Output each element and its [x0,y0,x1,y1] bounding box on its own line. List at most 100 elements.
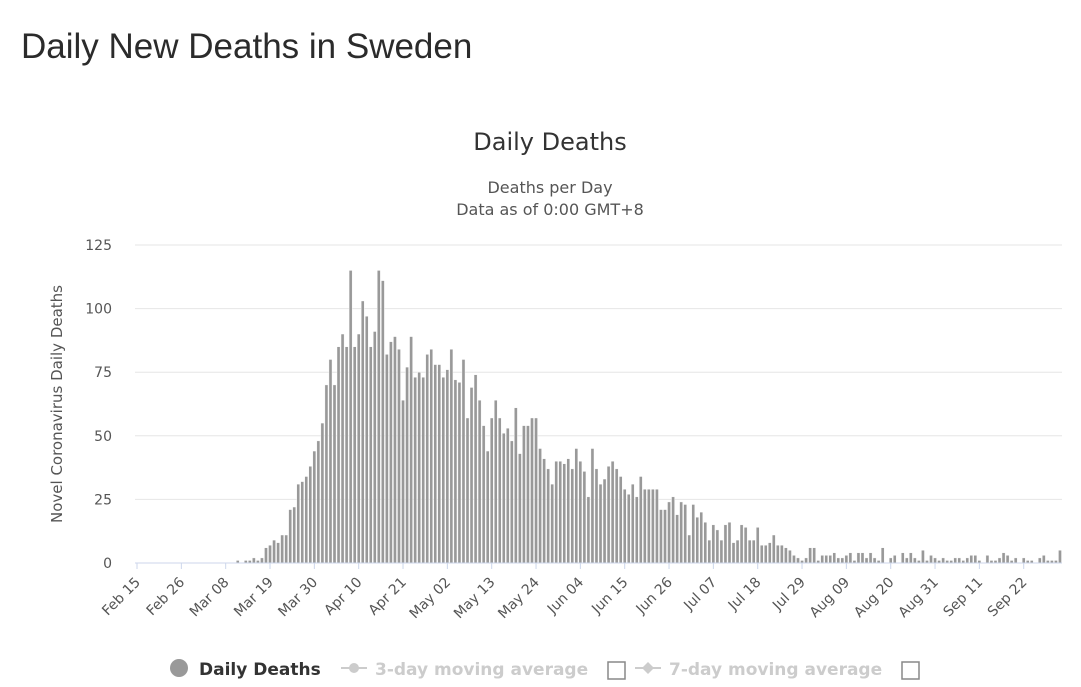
bar[interactable]: Sep 09: 3 [969,555,974,564]
bar[interactable]: Aug 31: 2 [933,557,937,564]
bar[interactable]: Jun 26: 24 [667,501,671,564]
bar[interactable]: Apr 29: 78 [433,364,437,564]
bar[interactable]: May 22: 54 [526,425,530,564]
bar[interactable]: Apr 03: 80 [328,359,333,564]
bar[interactable]: Sep 08: 2 [965,557,970,564]
bar[interactable]: Apr 18: 87 [389,341,393,564]
bar[interactable]: Aug 06: 4 [832,552,837,564]
bar[interactable]: Apr 17: 82 [385,354,389,564]
bar[interactable]: Jun 04: 40 [578,461,583,564]
bar[interactable]: Jun 08: 37 [594,468,599,564]
bar[interactable]: Mar 29: 38 [308,466,313,564]
bar[interactable]: Jul 04: 20 [699,511,704,564]
bar[interactable]: Aug 09: 3 [844,555,849,564]
bar[interactable]: May 19: 61 [514,407,518,564]
bar[interactable]: Apr 08: 115 [348,270,353,564]
bar[interactable]: Aug 14: 2 [864,557,869,564]
bar[interactable]: Jul 05: 16 [703,522,708,564]
bar[interactable]: Apr 27: 82 [425,354,429,564]
bar[interactable]: Jun 29: 24 [679,501,683,564]
bar[interactable]: Sep 17: 4 [1001,552,1006,564]
bar[interactable]: Aug 01: 6 [812,547,816,564]
bar[interactable]: Jun 01: 41 [566,458,571,564]
bar[interactable]: Jun 28: 19 [675,514,679,564]
bar[interactable]: Apr 04: 70 [332,384,337,564]
bar[interactable]: Apr 24: 73 [413,377,417,564]
bar[interactable]: Sep 20: 2 [1013,557,1018,564]
bar[interactable]: Jun 11: 38 [606,466,611,564]
bar[interactable]: Jul 16: 9 [747,539,752,564]
bar[interactable]: Aug 12: 4 [856,552,861,564]
bar[interactable]: Jun 20: 29 [643,489,647,564]
bar[interactable]: May 05: 71 [457,382,462,564]
bar[interactable]: May 03: 84 [449,349,454,564]
bar[interactable]: Aug 04: 3 [824,555,828,564]
bar[interactable]: Jul 03: 18 [695,517,699,564]
bar[interactable]: Mar 25: 22 [292,506,296,564]
bar[interactable]: Jul 06: 9 [707,539,712,564]
bar[interactable]: May 28: 31 [550,483,554,564]
bar[interactable]: Mar 21: 8 [276,542,280,564]
bar[interactable]: Jul 21: 8 [768,542,772,564]
bar[interactable]: Aug 16: 2 [872,557,877,564]
bar[interactable]: Aug 18: 6 [880,547,885,564]
bar[interactable]: Mar 22: 11 [280,534,284,564]
bar[interactable]: Apr 25: 75 [417,372,421,564]
bar[interactable]: Jul 30: 2 [804,557,808,564]
bar[interactable]: Jul 25: 6 [784,547,788,564]
bar[interactable]: Jun 24: 21 [659,509,663,564]
bar[interactable]: May 14: 64 [493,399,498,564]
bar[interactable]: Mar 26: 31 [296,483,300,564]
bar[interactable]: May 27: 37 [546,468,550,564]
bar[interactable]: Apr 10: 90 [356,333,361,564]
bar[interactable]: Mar 23: 11 [284,534,288,564]
bar[interactable]: Aug 25: 4 [909,552,913,564]
bar[interactable]: Jun 22: 29 [651,489,655,564]
bar[interactable]: Aug 13: 4 [860,552,865,564]
bar[interactable]: Jul 23: 7 [776,544,780,564]
bar[interactable]: Jul 28: 2 [796,557,800,564]
bar[interactable]: Apr 13: 85 [369,346,373,564]
bar[interactable]: Apr 21: 64 [401,399,405,564]
bar[interactable]: Jul 14: 15 [739,524,744,564]
bar[interactable]: May 12: 44 [485,450,490,564]
bar[interactable]: Jun 21: 29 [647,489,651,564]
bar[interactable]: Sep 18: 3 [1005,555,1010,564]
bar[interactable]: Oct 01: 5 [1058,550,1062,564]
bar[interactable]: May 01: 73 [441,377,446,564]
bar[interactable]: May 11: 54 [481,425,486,564]
bar[interactable]: May 31: 39 [562,463,566,564]
bar[interactable]: Apr 26: 73 [421,377,425,564]
bar[interactable]: Aug 07: 2 [836,557,841,564]
bar[interactable]: May 04: 72 [453,379,458,564]
bar[interactable]: Aug 26: 2 [913,557,917,564]
bar[interactable]: May 02: 76 [445,369,450,564]
bar[interactable]: Mar 15: 2 [252,557,256,564]
bar[interactable]: Jun 14: 34 [618,476,623,564]
bar[interactable]: Mar 18: 6 [264,547,268,564]
bar[interactable]: Jul 31: 6 [808,547,812,564]
bar[interactable]: Jun 15: 29 [622,489,627,564]
bar[interactable]: Sep 26: 2 [1038,557,1042,564]
bar[interactable]: Jul 15: 14 [743,527,748,564]
bar[interactable]: Aug 20: 2 [888,557,893,564]
bar[interactable]: Sep 27: 3 [1042,555,1046,564]
bar[interactable]: Jun 23: 29 [655,489,659,564]
bar[interactable]: Sep 06: 2 [957,557,961,564]
bar[interactable]: Jun 27: 26 [671,496,675,564]
bar[interactable]: Apr 14: 91 [373,331,377,564]
bar[interactable]: Mar 17: 2 [260,557,264,564]
bar[interactable]: May 18: 48 [510,440,514,564]
bar[interactable]: Apr 16: 111 [381,280,385,564]
bar[interactable]: Jun 06: 26 [586,496,591,564]
bar[interactable]: Sep 13: 3 [985,555,990,564]
bar[interactable]: Jul 13: 9 [735,539,740,564]
bar[interactable]: Mar 24: 21 [288,509,292,564]
bar[interactable]: Jul 10: 15 [723,524,728,564]
bar[interactable]: Jul 26: 5 [788,550,792,564]
legend-item-7-day-average[interactable]: 7-day moving average [635,660,920,680]
bar[interactable]: Mar 27: 32 [300,481,304,564]
bar[interactable]: Apr 11: 103 [360,300,365,564]
bar[interactable]: Jul 19: 7 [760,544,764,564]
bar[interactable]: Mar 31: 48 [316,440,321,564]
